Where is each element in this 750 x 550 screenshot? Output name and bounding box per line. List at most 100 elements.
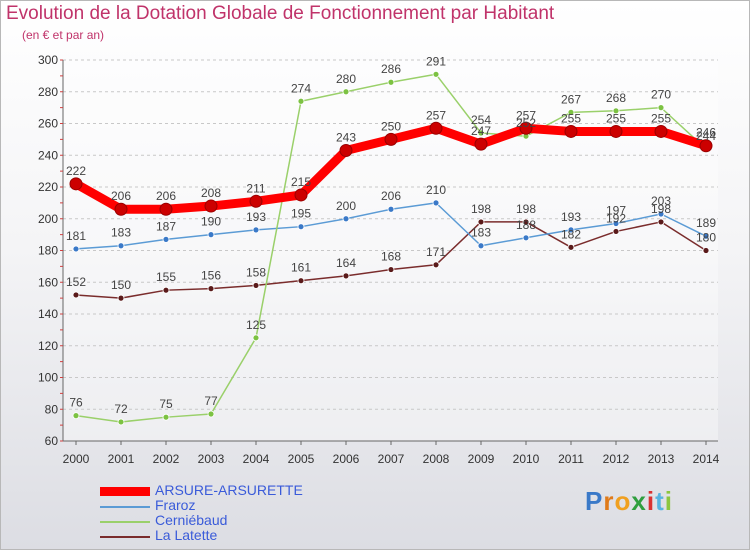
- data-label: 164: [336, 256, 356, 270]
- grid-layer: [63, 59, 718, 442]
- series-layer: [69, 70, 713, 426]
- data-point: [72, 412, 80, 420]
- data-label: 152: [66, 275, 86, 289]
- data-point: [339, 143, 353, 157]
- data-point: [567, 243, 575, 251]
- data-label: 270: [651, 88, 671, 102]
- data-label: 257: [426, 108, 446, 122]
- data-point: [117, 418, 125, 426]
- data-point: [612, 107, 620, 115]
- data-label: 77: [204, 394, 218, 408]
- x-tick-label: 2002: [153, 452, 180, 466]
- chart-subtitle: (en € et par an): [22, 28, 105, 42]
- data-label: 250: [381, 119, 401, 133]
- data-point: [477, 129, 485, 137]
- data-point: [432, 199, 440, 207]
- legend-swatch-la-latette: [100, 536, 150, 538]
- x-tick-label: 2009: [468, 452, 495, 466]
- data-point: [477, 218, 485, 226]
- data-point: [342, 88, 350, 96]
- data-label: 189: [696, 216, 716, 230]
- legend-label-cerniebaud: Cerniébaud: [155, 512, 228, 528]
- data-point: [204, 199, 218, 213]
- data-label: 280: [336, 72, 356, 86]
- data-point: [207, 410, 215, 418]
- data-label: 255: [606, 111, 626, 125]
- legend-swatch-cerniebaud: [100, 521, 150, 523]
- data-label: 203: [651, 194, 671, 208]
- data-label: 198: [651, 202, 671, 216]
- data-point: [657, 210, 665, 218]
- data-point: [519, 121, 533, 135]
- data-point: [522, 218, 530, 226]
- legend-swatch-fraroz: [100, 506, 150, 508]
- data-point: [207, 285, 215, 293]
- data-point: [612, 228, 620, 235]
- data-label: 193: [246, 210, 266, 224]
- y-tick-label: 80: [45, 402, 59, 416]
- y-tick-label: 300: [38, 53, 58, 67]
- data-label: 180: [696, 231, 716, 245]
- data-point: [609, 124, 623, 138]
- data-label: 187: [156, 219, 176, 233]
- data-point: [657, 104, 665, 112]
- data-label: 286: [381, 62, 401, 76]
- data-label: 210: [426, 183, 446, 197]
- data-label: 198: [471, 202, 491, 216]
- data-label: 150: [111, 278, 131, 292]
- y-tick-label: 220: [38, 180, 58, 194]
- y-tick-label: 160: [38, 275, 58, 289]
- x-tick-label: 2005: [288, 452, 315, 466]
- data-point: [294, 188, 308, 202]
- data-label: 254: [471, 113, 491, 127]
- data-point: [384, 132, 398, 146]
- data-point: [477, 242, 485, 250]
- data-point: [159, 202, 173, 216]
- y-tick-label: 100: [38, 371, 58, 385]
- data-label: 125: [246, 318, 266, 332]
- data-label: 188: [516, 218, 536, 232]
- data-point: [342, 215, 350, 223]
- data-label: 161: [291, 261, 311, 275]
- data-label: 76: [69, 396, 83, 410]
- x-tick-label: 2014: [693, 452, 720, 466]
- data-label: 215: [291, 175, 311, 189]
- axis-layer: 60 80 100 120 140 160 180 200 220 240 260 280 300 200…: [38, 53, 720, 466]
- data-label: 268: [606, 91, 626, 105]
- data-point: [387, 266, 395, 273]
- legend-label-la-latette: La Latette: [155, 527, 218, 543]
- y-tick-label: 260: [38, 117, 58, 131]
- data-label: 267: [561, 92, 581, 106]
- data-label: 192: [606, 211, 626, 225]
- data-label: 168: [381, 250, 401, 264]
- data-label: 182: [561, 227, 581, 241]
- data-label: 255: [561, 111, 581, 125]
- data-label: 75: [159, 397, 173, 411]
- proxiti-logo: Proxiti: [585, 486, 673, 516]
- data-point: [252, 226, 260, 234]
- data-label: 274: [291, 81, 311, 95]
- data-point: [567, 226, 575, 234]
- data-point: [252, 282, 260, 289]
- y-tick-label: 280: [38, 85, 58, 99]
- data-point: [297, 277, 305, 285]
- legend-swatch-arsure: [100, 487, 150, 496]
- data-label: 171: [426, 245, 446, 259]
- data-label: 211: [246, 181, 265, 195]
- data-point: [162, 286, 170, 294]
- data-point: [297, 223, 305, 231]
- data-point: [702, 232, 710, 240]
- data-point: [429, 121, 443, 135]
- data-label: 195: [291, 207, 311, 221]
- data-point: [612, 220, 620, 227]
- data-point: [474, 137, 488, 151]
- data-label: 206: [381, 189, 401, 203]
- x-tick-label: 2008: [423, 452, 450, 466]
- x-tick-label: 2001: [108, 452, 135, 466]
- data-point: [207, 231, 215, 239]
- data-label: 247: [471, 124, 491, 138]
- data-label: 197: [606, 204, 626, 218]
- data-label: 156: [201, 269, 221, 283]
